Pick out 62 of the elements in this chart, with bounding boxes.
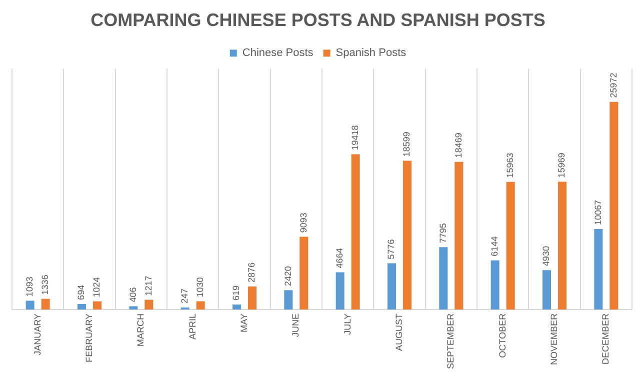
data-label: 1217 [143,276,154,296]
bar [490,260,500,310]
x-tick-label: AUGUST [394,313,404,352]
bar [542,270,552,310]
bar [300,236,308,310]
x-tick-label: MAY [238,313,249,332]
bar [558,182,567,310]
data-label: 9093 [298,212,308,233]
data-label: 4664 [334,248,345,268]
bar [248,286,257,310]
data-label: 2876 [246,262,257,282]
x-tick-label: JANUARY [32,313,42,356]
chart-title: COMPARING CHINESE POSTS AND SPANISH POSTS [90,10,546,30]
bar [232,304,242,310]
data-label: 7795 [438,223,448,244]
data-label: 19418 [350,125,360,150]
bar [77,304,86,310]
data-label: 1030 [195,277,206,298]
data-label: 2420 [282,266,293,286]
data-label: 1024 [92,277,102,298]
bar [336,272,344,310]
legend-label: Spanish Posts [336,47,407,60]
data-label: 247 [180,288,190,304]
legend-label: Chinese Posts [242,47,314,60]
data-label: 18469 [453,132,464,158]
data-label: 5776 [386,239,396,260]
data-label: 25972 [608,72,618,98]
data-label: 1336 [40,274,50,295]
bar [454,162,464,310]
x-tick-label: SEPTEMBER [446,312,456,370]
x-tick-label: NOVEMBER [548,312,559,366]
data-label: 4930 [541,246,552,266]
bar [387,263,396,310]
bar [439,247,448,310]
data-label: 694 [76,284,86,300]
x-tick-label: DECEMBER [600,312,611,365]
x-tick-label: JULY [342,313,352,335]
data-label: 18599 [402,132,412,157]
data-label: 10067 [592,200,603,225]
bar [594,228,603,310]
data-label: 6144 [490,236,500,256]
bar [402,160,412,310]
data-label: 619 [231,286,242,301]
x-tick-label: MARCH [136,313,146,346]
bar [144,300,154,310]
data-label: 15969 [556,152,567,178]
bar [92,301,102,310]
data-label: 15963 [505,152,516,178]
bar [610,102,618,310]
bar [129,306,138,310]
bar [351,154,360,310]
data-label: 406 [128,287,138,302]
x-tick-label: APRIL [187,313,198,340]
bar [26,300,34,310]
bar [506,182,515,310]
bar [284,290,293,310]
x-tick-label: FEBRUARY [84,313,94,362]
bar [41,298,50,310]
x-tick-label: OCTOBER [497,312,508,358]
bar [196,301,205,310]
data-label: 1093 [24,276,35,297]
x-tick-label: JUNE [290,313,301,338]
